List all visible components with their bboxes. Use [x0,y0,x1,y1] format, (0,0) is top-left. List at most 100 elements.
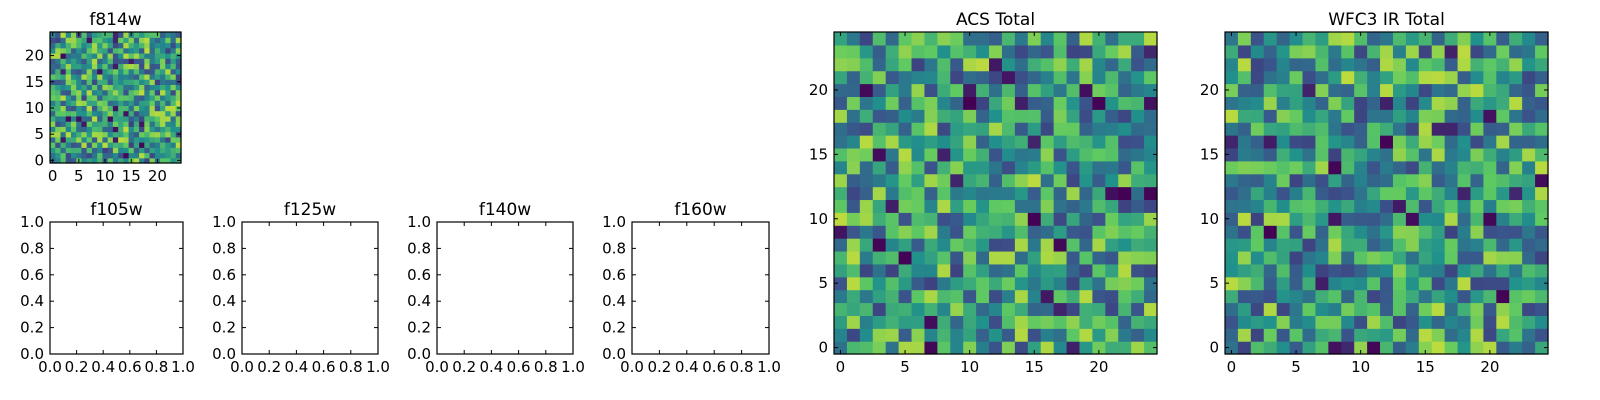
heatmap-cell [1092,328,1106,342]
heatmap-cell [1535,147,1549,162]
heatmap-cell [911,186,926,201]
heatmap-cell [950,199,964,213]
heatmap-cell [1092,238,1106,252]
heatmap-cell [1496,328,1510,342]
heatmap-cell [898,44,913,59]
heatmap-cell [81,136,88,143]
heatmap-cell [70,89,77,96]
heatmap-cell [1040,147,1055,162]
heatmap-cell [1405,173,1420,188]
heatmap-cell [1263,57,1278,72]
heatmap-cell [1302,186,1317,201]
heatmap-cell [898,250,913,265]
heatmap-cell [86,105,93,112]
heatmap-cell [128,42,135,49]
heatmap-cell [846,44,861,59]
heatmap-cell [950,186,964,201]
heatmap-cell [1040,70,1055,85]
heatmap-cell [65,157,72,164]
heatmap-cell [937,147,951,162]
heatmap-cell [846,302,861,316]
heatmap-cell [1509,122,1523,136]
y-tick-label: 10 [809,210,828,228]
heatmap-cell [950,122,964,136]
heatmap-cell [170,37,177,44]
heatmap-cell [1405,250,1420,265]
heatmap-cell [1392,289,1407,304]
heatmap-cell [123,84,130,91]
heatmap-cell [1053,83,1068,97]
heatmap-cell [1457,83,1472,97]
heatmap-cell [1276,122,1291,136]
heatmap-cell [989,186,1003,201]
heatmap-cell [1131,276,1145,291]
heatmap-cell [1237,57,1252,72]
heatmap-cell [1237,276,1252,291]
y-tick-label: 0.4 [20,292,44,310]
heatmap-cell [1431,341,1446,355]
heatmap-cell [1276,328,1291,342]
heatmap-cell [1444,135,1459,149]
heatmap-cell [989,315,1003,329]
heatmap-cell [963,328,977,342]
heatmap-cell [1315,173,1329,188]
heatmap-cell [1470,341,1484,355]
heatmap-cell [834,302,848,316]
heatmap-cell [1535,199,1549,213]
heatmap-cell [112,89,119,96]
heatmap-cell [165,63,172,70]
heatmap-cell [1354,135,1368,149]
heatmap-cell [1289,160,1304,175]
heatmap-cell [1354,250,1368,265]
heatmap-cell [1405,212,1420,226]
heatmap-cell [1431,289,1446,304]
heatmap-cell [102,84,109,91]
x-tick-label: 0.0 [620,358,644,376]
heatmap-cell [1431,173,1446,188]
heatmap-cell [1079,160,1093,175]
heatmap-cell [1001,328,1016,342]
heatmap-cell [91,32,98,38]
heatmap-cell [1079,238,1093,252]
heatmap-cell [55,142,62,148]
heatmap-cell [123,100,130,106]
heatmap-cell [1250,186,1265,201]
heatmap-cell [149,110,156,117]
heatmap-cell [154,89,161,96]
x-tick-label: 10 [1351,358,1370,376]
heatmap-cell [924,186,938,201]
heatmap-cell [1509,238,1523,252]
heatmap-cell [1496,32,1510,46]
heatmap-cell [872,109,887,123]
heatmap-cell [55,105,62,112]
heatmap-cell [76,152,83,159]
heatmap-cell [1496,199,1510,213]
heatmap-cell [1367,83,1381,97]
heatmap-cell [950,83,964,97]
heatmap-cell [846,57,861,72]
heatmap-cell [1014,199,1029,213]
heatmap-cell [65,121,72,127]
heatmap-cell [65,58,72,65]
heatmap-cell [55,47,62,54]
heatmap-cell [834,212,848,226]
heatmap-cell [76,89,83,96]
heatmap-cell [1014,289,1029,304]
heatmap-cell [112,73,119,80]
heatmap-cell [1105,135,1119,149]
heatmap-cell [76,47,83,54]
heatmap-cell [1144,328,1158,342]
heatmap-cell [112,157,119,164]
heatmap-cell [1315,276,1329,291]
heatmap-cell [1483,122,1497,136]
heatmap-cell [65,126,72,133]
heatmap-cell [1328,263,1342,278]
heatmap-cell [133,73,140,80]
heatmap-cell [834,341,848,355]
heatmap-cell [989,122,1003,136]
heatmap-cell [70,42,77,49]
heatmap-cell [55,110,62,117]
heatmap-cell [859,263,874,278]
heatmap-cell [50,110,56,117]
heatmap-cell [989,276,1003,291]
